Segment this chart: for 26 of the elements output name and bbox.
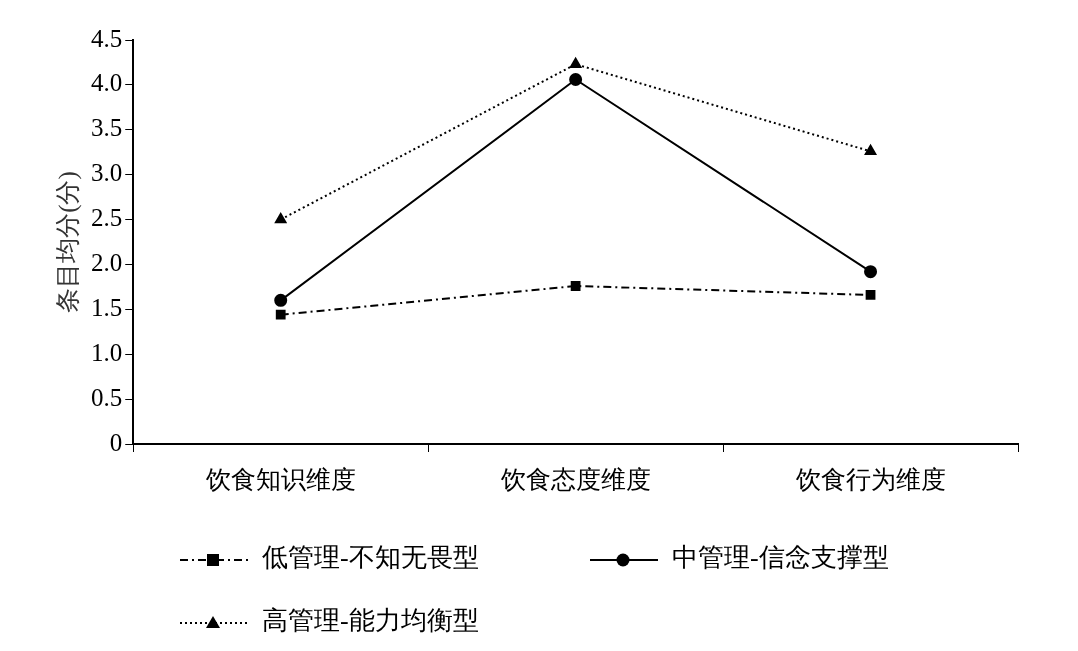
y-tick-label: 4.0	[91, 69, 123, 97]
legend-label: 高管理-能力均衡型	[262, 606, 479, 635]
y-tick-label: 4.5	[91, 24, 123, 52]
y-tick-label: 0	[109, 428, 123, 456]
point	[864, 265, 878, 279]
point	[569, 73, 583, 86]
y-tick-label: 0.5	[91, 383, 123, 411]
y-tick-label: 2.5	[91, 204, 123, 232]
y-tick-label: 1.5	[91, 293, 123, 321]
legend-label: 低管理-不知无畏型	[262, 543, 479, 572]
point	[274, 213, 287, 224]
point	[864, 144, 877, 156]
y-tick-label: 2.0	[91, 249, 123, 277]
y-tick-label: 1.0	[91, 338, 123, 366]
legend-label: 中管理-信念支撑型	[672, 543, 889, 572]
x-tick-label: 饮食行为维度	[794, 465, 946, 493]
y-axis-title: 条目均分(分)	[53, 171, 82, 313]
point	[274, 293, 288, 307]
y-tick-label: 3.5	[91, 114, 123, 142]
point	[275, 309, 286, 320]
point	[570, 281, 581, 291]
point	[865, 290, 876, 300]
x-tick-label: 饮食知识维度	[204, 465, 356, 493]
y-tick-label: 3.0	[91, 159, 123, 187]
point	[569, 57, 582, 68]
x-tick-label: 饮食态度维度	[499, 465, 651, 493]
